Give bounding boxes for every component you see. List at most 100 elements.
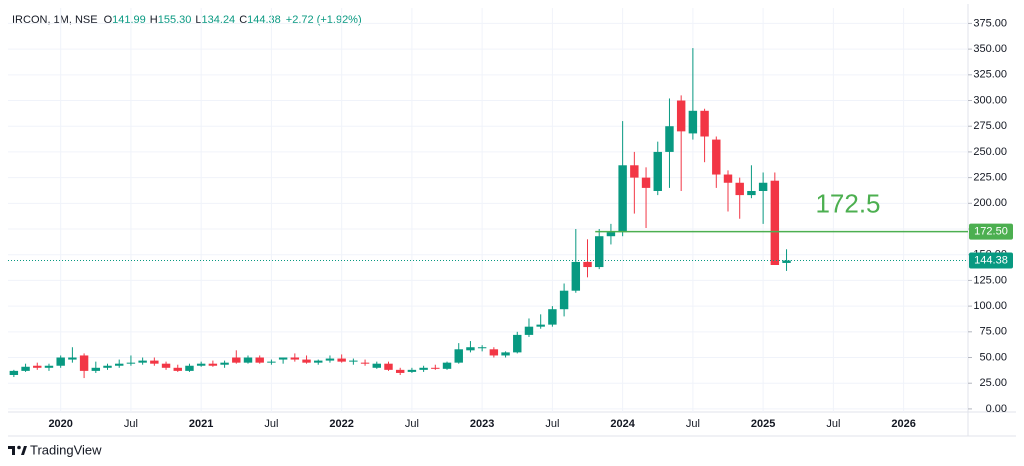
candle-body <box>501 352 510 356</box>
candle-body <box>442 362 452 369</box>
y-tick-label: 375.00 <box>973 17 1007 29</box>
candle-body <box>653 151 662 191</box>
candle-body <box>583 261 592 268</box>
candle-body <box>150 360 159 364</box>
symbol: IRCON, 1M, NSE <box>12 14 98 26</box>
candle-body <box>782 260 791 263</box>
y-tick-label: 50.00 <box>979 351 1007 363</box>
y-tick-label: 350.00 <box>973 43 1007 55</box>
candle-body <box>208 363 218 366</box>
x-tick-label: Jul <box>264 418 278 430</box>
y-tick-label: 100.00 <box>973 300 1007 312</box>
candle-body <box>688 110 698 134</box>
candle-body <box>630 165 639 178</box>
candle-body <box>770 180 780 265</box>
candle-body <box>56 357 65 366</box>
candle-body <box>255 357 264 363</box>
candle-body <box>138 360 147 363</box>
candle-body <box>314 360 323 363</box>
y-tick-label: 200.00 <box>973 197 1007 209</box>
ohlc-key: H <box>150 14 158 26</box>
candle-body <box>196 363 206 366</box>
candle-body <box>395 369 405 373</box>
y-tick-label: 325.00 <box>973 69 1007 81</box>
annotation: 172.5 <box>815 188 880 218</box>
x-tick-label: 2022 <box>329 418 353 430</box>
candle-body <box>372 363 381 368</box>
candle-body <box>337 358 346 362</box>
candle-body <box>454 349 463 363</box>
x-tick-label: Jul <box>545 418 559 430</box>
candle-body <box>407 369 417 372</box>
candle-body <box>9 370 19 375</box>
y-tick-label: 250.00 <box>973 146 1007 158</box>
y-tick-label: 225.00 <box>973 172 1007 184</box>
candle-body <box>559 290 569 310</box>
candle-body <box>606 232 616 237</box>
candle-body <box>290 357 300 360</box>
x-tick-label: Jul <box>826 418 840 430</box>
candle-body <box>735 182 744 196</box>
x-tick-label: 2023 <box>470 418 494 430</box>
candle-body <box>419 367 428 370</box>
candle-body <box>325 358 335 361</box>
candle-body <box>700 110 709 137</box>
candle-body <box>712 139 721 175</box>
candle-body <box>595 236 604 268</box>
candle-body <box>360 362 370 364</box>
ohlc-key: O <box>104 14 113 26</box>
price-label: 172.50 <box>974 225 1008 237</box>
candle-body <box>232 357 241 363</box>
ohlc-key: C <box>239 14 247 26</box>
candle-body <box>91 367 101 371</box>
y-tick-label: 25.00 <box>979 377 1007 389</box>
candle-body <box>641 177 651 188</box>
logo-mark <box>8 446 15 455</box>
candle-body <box>302 359 311 363</box>
price-label: 144.38 <box>974 254 1008 266</box>
y-tick-label: 125.00 <box>973 274 1007 286</box>
candle-body <box>384 363 393 370</box>
candle-body <box>477 347 487 349</box>
candle-body <box>243 357 253 363</box>
candle-body <box>267 361 276 363</box>
ohlc-key: L <box>195 14 201 26</box>
candle-body <box>220 362 229 365</box>
legend-text: IRCON, 1M, NSE O141.99 H155.30 L134.24 C144.… <box>12 14 362 26</box>
candle-body <box>489 349 499 356</box>
price-label-box <box>969 252 1013 269</box>
price-label-box <box>969 223 1013 240</box>
x-tick-label: 2025 <box>751 418 775 430</box>
candle-body <box>126 362 136 364</box>
candle-body <box>173 367 182 371</box>
candle-body <box>747 190 756 196</box>
candle-body <box>21 366 30 371</box>
x-tick-label: Jul <box>124 418 138 430</box>
brand-name: TradingView <box>30 442 102 457</box>
candle-body <box>618 165 627 233</box>
y-tick-label: 0.00 <box>986 403 1007 415</box>
candle-body <box>68 357 77 360</box>
candle-body <box>161 363 171 368</box>
x-tick-label: 2020 <box>48 418 72 430</box>
candle-body <box>79 355 89 371</box>
candle-body <box>676 100 686 132</box>
y-tick-label: 300.00 <box>973 94 1007 106</box>
candle-body <box>349 360 358 362</box>
candle-body <box>723 174 733 183</box>
candle-body <box>33 365 42 368</box>
tradingview-logo: TradingView <box>8 442 102 457</box>
ohlc-value: 141.99 <box>112 14 146 26</box>
candle-body <box>536 324 545 327</box>
ohlc-value: 144.38 <box>247 14 281 26</box>
candle-body <box>571 261 581 291</box>
candle-body <box>548 309 557 325</box>
candle-body <box>103 365 112 368</box>
candle-body <box>758 182 768 191</box>
candle-body <box>115 363 124 366</box>
candle-body <box>665 126 674 152</box>
y-tick-label: 75.00 <box>979 326 1007 338</box>
ohlc-value: 134.24 <box>202 14 236 26</box>
